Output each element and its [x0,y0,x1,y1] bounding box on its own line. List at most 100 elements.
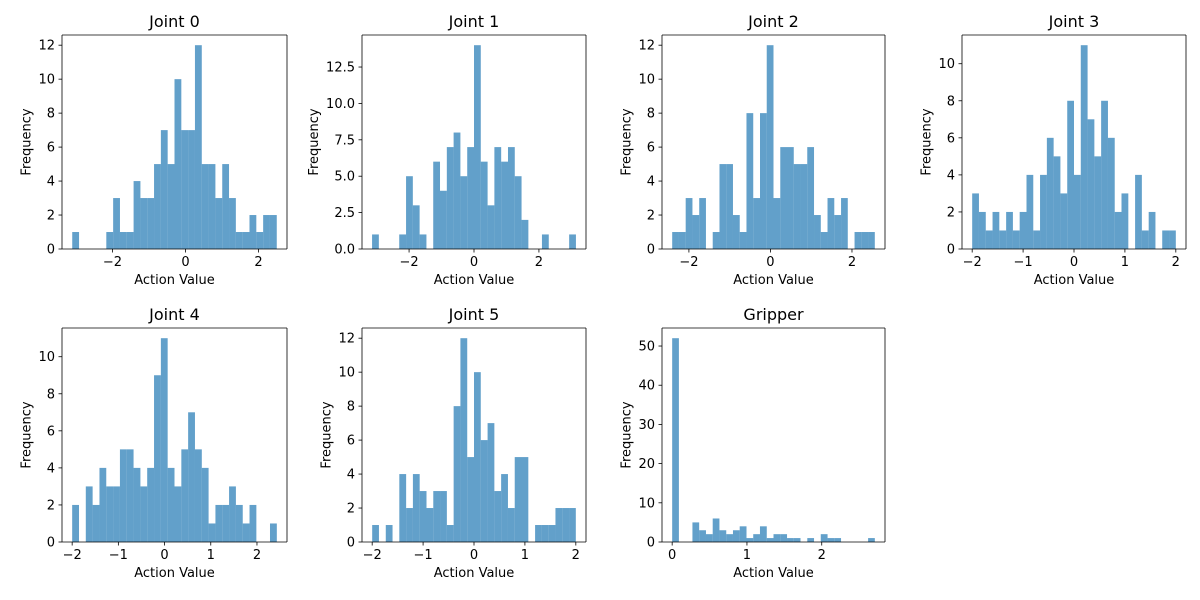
bar [861,232,869,249]
y-tick-label: 4 [647,175,655,190]
bar [1114,211,1122,249]
bar [399,234,407,249]
bar [705,534,713,542]
bar [133,181,141,249]
y-tick-label: 10 [638,496,655,511]
bar [113,198,120,249]
bar [229,198,236,249]
y-axis-label: Frequency [919,108,934,175]
bar [753,198,761,249]
bar [440,190,447,249]
bar [672,232,679,249]
x-tick-label: −2 [103,255,122,270]
bar [793,538,801,542]
bar [235,504,243,542]
bar [672,338,679,542]
x-tick-label: 0 [668,548,676,563]
y-tick-label: 10 [38,73,55,88]
bar [800,164,808,249]
y-tick-label: 8 [347,400,355,415]
bar [460,338,468,542]
y-tick-label: 7.5 [334,133,355,148]
bar [726,534,733,542]
bar [814,215,821,249]
y-tick-label: 8 [647,107,655,122]
bar [222,504,230,542]
y-tick-label: 10.0 [326,97,355,112]
y-tick-label: 30 [638,418,655,433]
bar [92,504,100,542]
x-tick-label: −2 [679,255,698,270]
y-tick-label: 40 [638,379,655,394]
x-tick-label: −1 [109,548,128,563]
bar [474,372,481,542]
bar [406,176,413,249]
bar [555,508,563,542]
bar [113,486,120,542]
bar [699,198,706,249]
x-axis-label: Action Value [434,273,515,288]
y-tick-label: 2 [647,209,655,224]
bar [419,491,427,542]
x-tick-label: −1 [1014,255,1033,270]
bar [467,147,474,249]
bar [1135,174,1142,249]
y-tick-label: 10 [938,57,955,72]
bar [487,205,495,249]
bar [229,486,236,542]
bar [208,164,216,249]
bar [569,508,576,542]
bar [181,449,189,542]
bar [834,215,842,249]
bar [841,198,848,249]
bar [1006,211,1013,249]
bar [1053,156,1061,249]
y-tick-label: 6 [647,141,655,156]
bar [759,526,767,542]
bar [1080,45,1088,249]
y-tick-label: 0 [947,243,955,258]
bar [1148,211,1156,249]
x-axis-label: Action Value [1034,273,1115,288]
bar [780,534,788,542]
subplot: −2 0 2 0 2 4 6 8 10 12 Joint 0 Action Value Frequenc… [19,12,288,288]
bar [807,538,815,542]
bar [372,234,379,249]
chart-title: Joint 3 [1048,12,1100,31]
bar [453,132,461,249]
bar [1067,100,1074,249]
bar [460,176,468,249]
bar [827,538,835,542]
bar [188,130,195,249]
bar [249,215,257,249]
bar [440,491,447,542]
x-tick-label: −2 [63,548,82,563]
bar [181,130,189,249]
y-tick-label: 2.5 [334,206,355,221]
x-tick-label: 0 [160,548,168,563]
y-tick-label: 10 [338,366,355,381]
subplot: −2 0 2 0 2 4 6 8 10 12 Joint 2 Action Value Frequenc… [619,12,886,288]
bar [160,130,168,249]
bar [154,164,161,249]
bar [820,534,828,542]
y-tick-label: 0 [47,243,55,258]
bar [201,467,209,542]
chart-title: Joint 2 [747,12,799,31]
bar [119,232,127,249]
bar [726,164,733,249]
bar [820,232,828,249]
bar [719,530,727,542]
bar [1141,230,1149,249]
bar [119,449,127,542]
bar [140,198,148,249]
bar [1169,230,1176,249]
bar [406,508,413,542]
bar [385,525,393,542]
bar [72,232,80,249]
y-tick-label: 10 [638,73,655,88]
x-tick-label: 2 [818,548,826,563]
bar [72,504,80,542]
bar [712,518,720,542]
